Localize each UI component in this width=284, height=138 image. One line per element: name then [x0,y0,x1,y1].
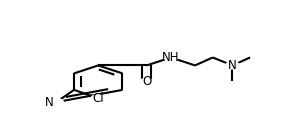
Text: O: O [142,75,151,88]
Text: NH: NH [162,51,179,64]
Text: N: N [228,59,237,72]
Text: Cl: Cl [92,92,104,105]
Circle shape [49,99,63,105]
Circle shape [91,95,105,102]
Circle shape [225,62,239,69]
Circle shape [140,79,154,85]
Text: N: N [45,96,54,109]
Circle shape [164,54,178,61]
